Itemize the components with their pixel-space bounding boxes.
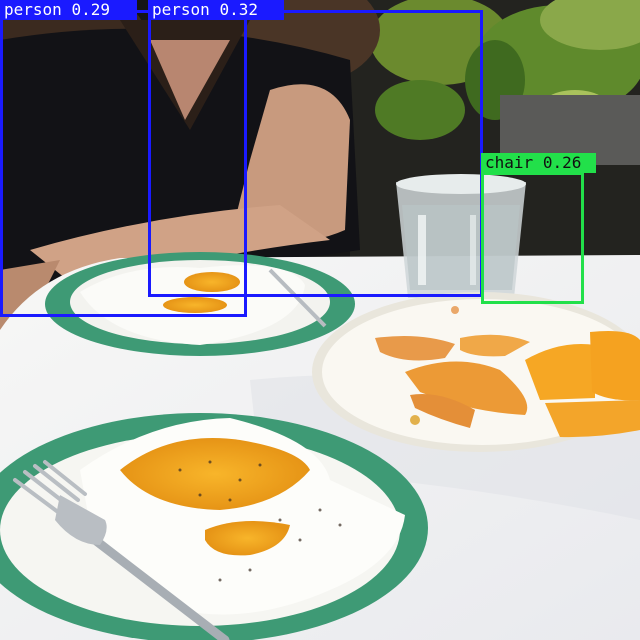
front-plate bbox=[0, 413, 428, 640]
detection-box-person bbox=[148, 10, 483, 297]
detection-label-chair: chair 0.26 bbox=[481, 153, 596, 173]
person-figure bbox=[0, 0, 380, 330]
detection-box-chair bbox=[481, 172, 584, 304]
detection-class: person bbox=[4, 0, 62, 19]
detection-label-person: person 0.29 bbox=[0, 0, 137, 20]
detection-class: person bbox=[152, 0, 210, 19]
detection-score: 0.32 bbox=[219, 0, 258, 19]
detection-label-person: person 0.32 bbox=[148, 0, 284, 20]
fork bbox=[13, 460, 230, 640]
detection-score: 0.26 bbox=[542, 153, 582, 172]
fruit-plate bbox=[312, 292, 640, 452]
detection-class: chair bbox=[485, 153, 534, 172]
plant-foliage bbox=[370, 0, 640, 165]
detection-score: 0.29 bbox=[71, 0, 110, 19]
water-glass bbox=[396, 174, 526, 298]
back-plate bbox=[45, 252, 355, 356]
